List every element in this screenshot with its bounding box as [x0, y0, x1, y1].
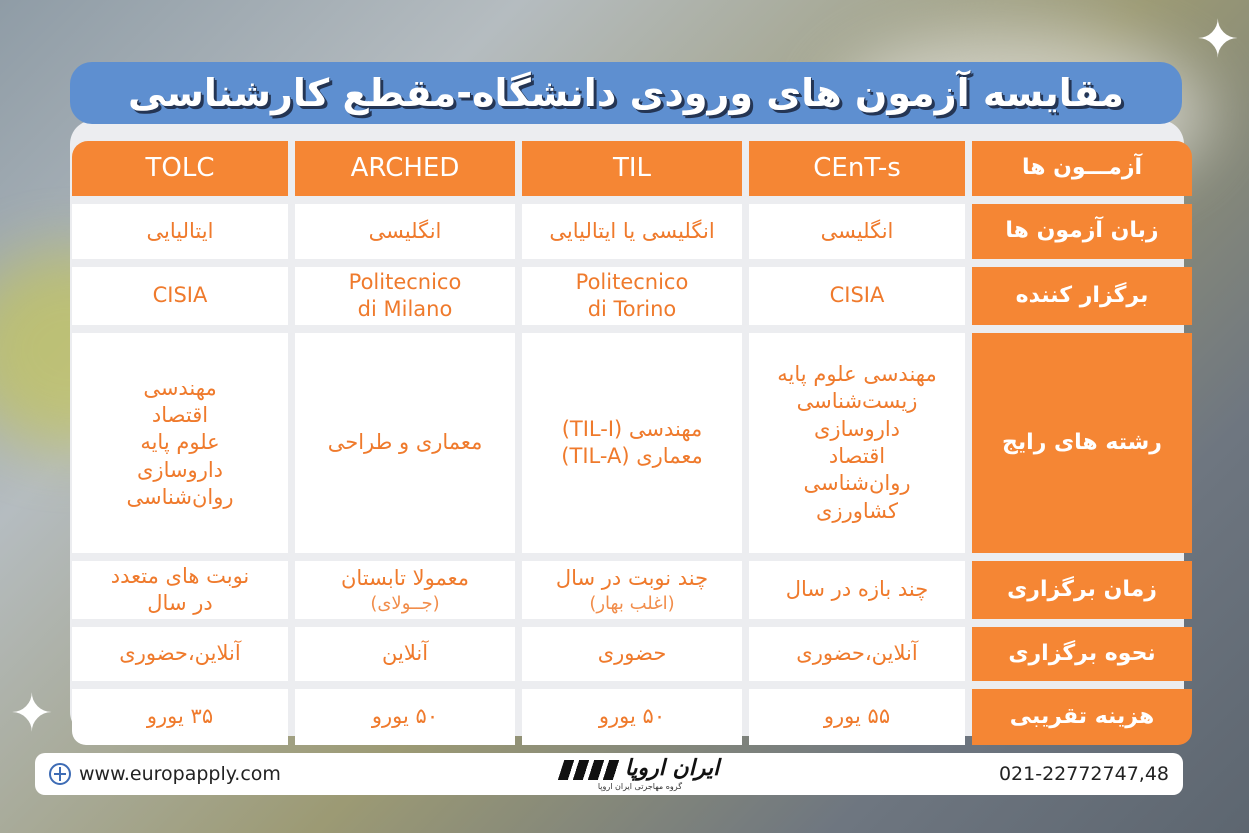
time-tolc: نوبت های متعدد در سال — [72, 561, 288, 619]
exam-header-til: TIL — [522, 141, 742, 196]
organizer-cent-s: CISIA — [749, 267, 965, 325]
language-til: انگلیسی یا ایتالیایی — [522, 204, 742, 259]
footer-bar: www.europapply.com ایران اروپا گروه مهاج… — [35, 753, 1183, 795]
cost-til: ۵۰ یورو — [522, 689, 742, 745]
exam-header-arched: ARCHED — [295, 141, 515, 196]
title-banner: مقایسه آزمون های ورودی دانشگاه-مقطع کارش… — [70, 62, 1182, 124]
fields-cent-s: مهندسی علوم پایه زیست‌شناسی داروسازی اقتصاد… — [749, 333, 965, 553]
comparison-table: TOLC ARCHED TIL CEnT-s آزمـــون ها ایتال… — [72, 141, 1192, 745]
text-line: روان‌شناسی — [803, 471, 911, 496]
text-line: di Milano — [357, 297, 453, 321]
text-line: Politecnico — [348, 269, 462, 294]
text-line: اقتصاد — [151, 403, 209, 428]
row-label-language: زبان آزمون ها — [972, 204, 1192, 259]
text-line: داروسازی — [813, 416, 901, 441]
fields-til: مهندسی (TIL-I) معماری (TIL-A) — [522, 333, 742, 553]
language-cent-s: انگلیسی — [749, 204, 965, 259]
text-line: نوبت های متعدد — [110, 563, 250, 588]
mode-til: حضوری — [522, 627, 742, 681]
time-cent-s: چند بازه در سال — [749, 561, 965, 619]
organizer-tolc: CISIA — [72, 267, 288, 325]
text-line: روان‌شناسی — [126, 484, 234, 509]
page-title: مقایسه آزمون های ورودی دانشگاه-مقطع کارش… — [128, 71, 1124, 115]
text-line: معماری (TIL-A) — [561, 444, 703, 468]
language-arched: انگلیسی — [295, 204, 515, 259]
globe-icon — [49, 763, 71, 785]
logo-text: ایران اروپا — [561, 757, 720, 781]
website-block: www.europapply.com — [49, 763, 281, 785]
website-link[interactable]: www.europapply.com — [79, 763, 281, 785]
text-line: در سال — [147, 591, 213, 615]
time-note: (جــولای) — [370, 592, 440, 614]
row-label-mode: نحوه برگزاری — [972, 627, 1192, 681]
cost-cent-s: ۵۵ یورو — [749, 689, 965, 745]
text-line: علوم پایه — [140, 430, 220, 455]
time-arched: معمولا تابستان (جــولای) — [295, 561, 515, 619]
row-label-organizer: برگزار کننده — [972, 267, 1192, 325]
row-label-time: زمان برگزاری — [972, 561, 1192, 619]
text-line: کشاورزی — [816, 498, 898, 523]
time-value: نوبت های متعدد در سال — [111, 563, 250, 618]
text-line: مهندسی — [143, 375, 217, 400]
row-label-fields: رشته های رایج — [972, 333, 1192, 553]
organizer-til: Politecnico di Torino — [522, 267, 742, 325]
exam-header-tolc: TOLC — [72, 141, 288, 196]
logo-subtitle: گروه مهاجرتی ایران اروپا — [597, 781, 683, 791]
logo-wordmark: ایران اروپا — [561, 757, 720, 781]
text-line: di Torino — [587, 297, 677, 321]
time-value: معمولا تابستان — [341, 565, 469, 590]
time-til: چند نوبت در سال (اغلب بهار) — [522, 561, 742, 619]
time-value: چند بازه در سال — [785, 577, 929, 602]
cost-arched: ۵۰ یورو — [295, 689, 515, 745]
exam-header-cent-s: CEnT-s — [749, 141, 965, 196]
text-line: Politecnico — [575, 269, 689, 294]
mode-arched: آنلاین — [295, 627, 515, 681]
text-line: داروسازی — [136, 457, 224, 482]
time-note: (اغلب بهار) — [589, 592, 675, 614]
brand-logo: ایران اروپا گروه مهاجرتی ایران اروپا — [561, 757, 720, 791]
language-tolc: ایتالیایی — [72, 204, 288, 259]
organizer-arched: Politecnico di Milano — [295, 267, 515, 325]
mode-cent-s: آنلاین،حضوری — [749, 627, 965, 681]
fields-arched: معماری و طراحی — [295, 333, 515, 553]
text-line: مهندسی علوم پایه — [777, 362, 937, 387]
sparkle-icon: ✦ — [10, 684, 54, 744]
text-line: اقتصاد — [828, 444, 886, 468]
cost-tolc: ۳۵ یورو — [72, 689, 288, 745]
time-value: چند نوبت در سال — [555, 565, 709, 590]
row-label-cost: هزینه تقریبی — [972, 689, 1192, 745]
sparkle-icon: ✦ — [1196, 10, 1240, 70]
text-line: مهندسی (TIL-I) — [561, 416, 703, 441]
phone-number[interactable]: 021-22772747,48 — [998, 763, 1169, 785]
mode-tolc: آنلاین،حضوری — [72, 627, 288, 681]
row-header-exams: آزمـــون ها — [972, 141, 1192, 196]
fields-tolc: مهندسی اقتصاد علوم پایه داروسازی روان‌شناسی — [72, 333, 288, 553]
text-line: زیست‌شناسی — [796, 389, 918, 414]
